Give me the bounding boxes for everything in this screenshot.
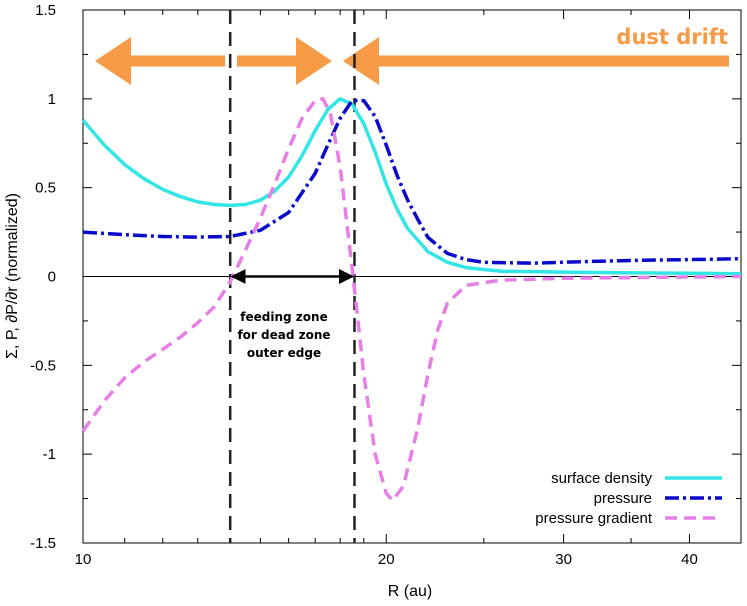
y-axis-title: Σ, P, ∂P/∂r (normalized)	[4, 193, 21, 359]
y-tick-label: 1	[48, 91, 56, 108]
y-tick-label: -0.5	[30, 357, 56, 374]
y-tick-label: 0	[48, 269, 56, 286]
x-axis-title: R (au)	[388, 583, 432, 600]
y-tick-label: -1	[43, 446, 56, 463]
dust-drift-arrows	[95, 37, 729, 85]
dust-drift-label: dust drift	[616, 25, 728, 49]
legend-label-surface-density: surface density	[551, 470, 652, 487]
series-line-pressure	[82, 98, 742, 265]
y-tick-label: 1.5	[35, 2, 56, 19]
drift-arrow-right-to-bump	[237, 37, 332, 85]
y-axis-ticks: -1.5 -1 -0.5 0 0.5 1 1.5	[30, 2, 741, 552]
x-tick-label: 10	[75, 551, 92, 568]
legend-label-pressure: pressure	[594, 490, 652, 507]
series-line-pressure-gradient	[81, 97, 742, 503]
drift-arrow-left-inner	[95, 37, 225, 85]
drift-arrow-left-outer	[343, 37, 729, 85]
y-tick-label: -1.5	[30, 535, 56, 552]
reference-lines	[83, 10, 741, 543]
legend-label-pressure-gradient: pressure gradient	[535, 510, 653, 527]
x-tick-label: 30	[555, 551, 572, 568]
x-tick-label: 40	[681, 551, 698, 568]
feeding-zone-annotation: feeding zone for dead zone outer edge	[230, 269, 354, 360]
legend: surface density pressure pressure gradie…	[535, 470, 722, 527]
y-tick-label: 0.5	[35, 180, 56, 197]
feeding-zone-line-1: feeding zone	[240, 310, 327, 324]
series-line-surface-density	[81, 97, 742, 276]
series-lines	[81, 97, 742, 503]
feeding-zone-line-3: outer edge	[247, 346, 321, 360]
feeding-zone-line-2: for dead zone	[237, 328, 330, 342]
x-tick-label: 20	[378, 551, 395, 568]
